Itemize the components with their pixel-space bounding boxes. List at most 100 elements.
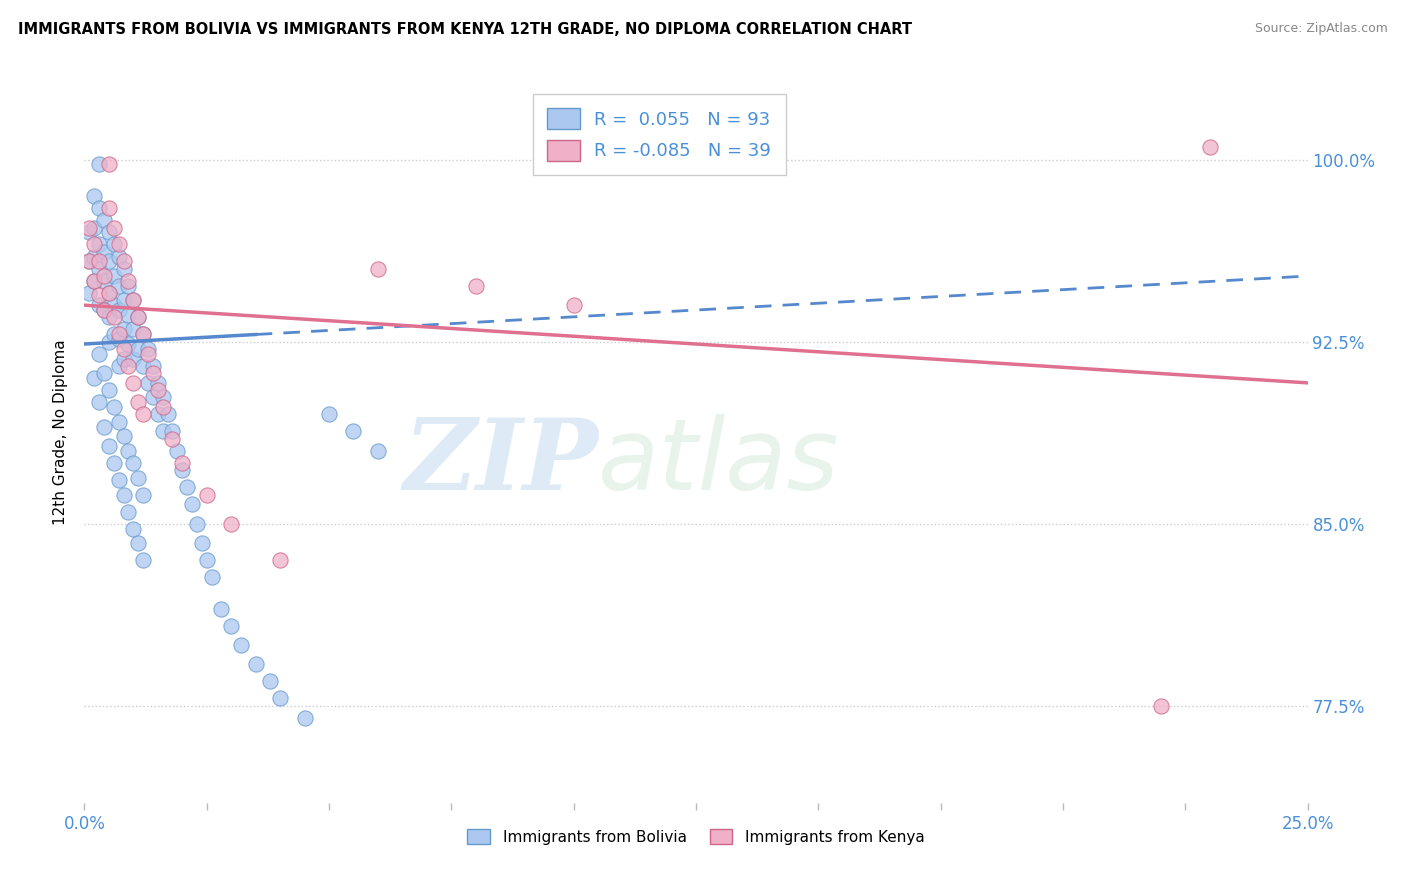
Point <box>318 408 340 422</box>
Point <box>172 463 194 477</box>
Point <box>77 225 100 239</box>
Point <box>219 516 242 531</box>
Point <box>132 327 155 342</box>
Point <box>186 516 208 531</box>
Point <box>107 237 129 252</box>
Point <box>122 322 145 336</box>
Point <box>97 310 120 325</box>
Point <box>107 473 129 487</box>
Point <box>107 278 129 293</box>
Point <box>146 408 169 422</box>
Point <box>132 359 155 373</box>
Point <box>122 376 145 390</box>
Point <box>122 293 145 308</box>
Point <box>162 432 184 446</box>
Point <box>103 456 125 470</box>
Point <box>245 657 267 672</box>
Point <box>152 400 174 414</box>
Point <box>87 237 110 252</box>
Point <box>83 371 105 385</box>
Point <box>1150 698 1173 713</box>
Point <box>166 443 188 458</box>
Point <box>97 286 120 301</box>
Point <box>77 254 100 268</box>
Point <box>122 293 145 308</box>
Point <box>97 439 120 453</box>
Point <box>152 391 174 405</box>
Point <box>117 359 139 373</box>
Point <box>122 456 145 470</box>
Point <box>146 383 169 397</box>
Point <box>1198 140 1220 154</box>
Point <box>156 408 179 422</box>
Point <box>122 351 145 366</box>
Point <box>93 366 115 380</box>
Point <box>93 303 115 318</box>
Point <box>132 487 155 501</box>
Point <box>77 254 100 268</box>
Point <box>107 327 129 342</box>
Point <box>142 359 165 373</box>
Point <box>112 429 135 443</box>
Point <box>142 366 165 380</box>
Text: atlas: atlas <box>598 414 839 511</box>
Point <box>103 327 125 342</box>
Point <box>87 254 110 268</box>
Point <box>103 268 125 283</box>
Point <box>367 443 389 458</box>
Point <box>83 220 105 235</box>
Point <box>103 220 125 235</box>
Legend: Immigrants from Bolivia, Immigrants from Kenya: Immigrants from Bolivia, Immigrants from… <box>461 822 931 851</box>
Point <box>132 553 155 567</box>
Point <box>136 342 159 356</box>
Text: Source: ZipAtlas.com: Source: ZipAtlas.com <box>1254 22 1388 36</box>
Point <box>93 274 115 288</box>
Point <box>112 487 135 501</box>
Point <box>103 400 125 414</box>
Point <box>112 254 135 268</box>
Point <box>97 286 120 301</box>
Point <box>103 237 125 252</box>
Point <box>93 213 115 227</box>
Point <box>87 288 110 302</box>
Point <box>132 408 155 422</box>
Point <box>191 536 214 550</box>
Point <box>195 553 218 567</box>
Point <box>269 553 291 567</box>
Point <box>127 310 149 325</box>
Point <box>117 443 139 458</box>
Point <box>87 261 110 276</box>
Point <box>77 220 100 235</box>
Point <box>117 504 139 518</box>
Point <box>83 189 105 203</box>
Point <box>107 359 129 373</box>
Point <box>117 337 139 351</box>
Point <box>117 274 139 288</box>
Point <box>294 711 316 725</box>
Point <box>103 310 125 325</box>
Point <box>83 274 105 288</box>
Point <box>83 250 105 264</box>
Point <box>127 342 149 356</box>
Point <box>127 536 149 550</box>
Point <box>77 286 100 301</box>
Point <box>127 470 149 484</box>
Point <box>132 327 155 342</box>
Point <box>93 268 115 283</box>
Point <box>117 308 139 322</box>
Point <box>162 425 184 439</box>
Text: ZIP: ZIP <box>404 414 598 510</box>
Point <box>107 332 129 346</box>
Point <box>112 322 135 336</box>
Point <box>172 456 194 470</box>
Point <box>136 347 159 361</box>
Point <box>562 298 585 312</box>
Point <box>87 201 110 215</box>
Point <box>107 303 129 318</box>
Point <box>97 254 120 268</box>
Point <box>146 376 169 390</box>
Point <box>97 334 120 349</box>
Point <box>122 521 145 535</box>
Point <box>112 342 135 356</box>
Point <box>219 618 242 632</box>
